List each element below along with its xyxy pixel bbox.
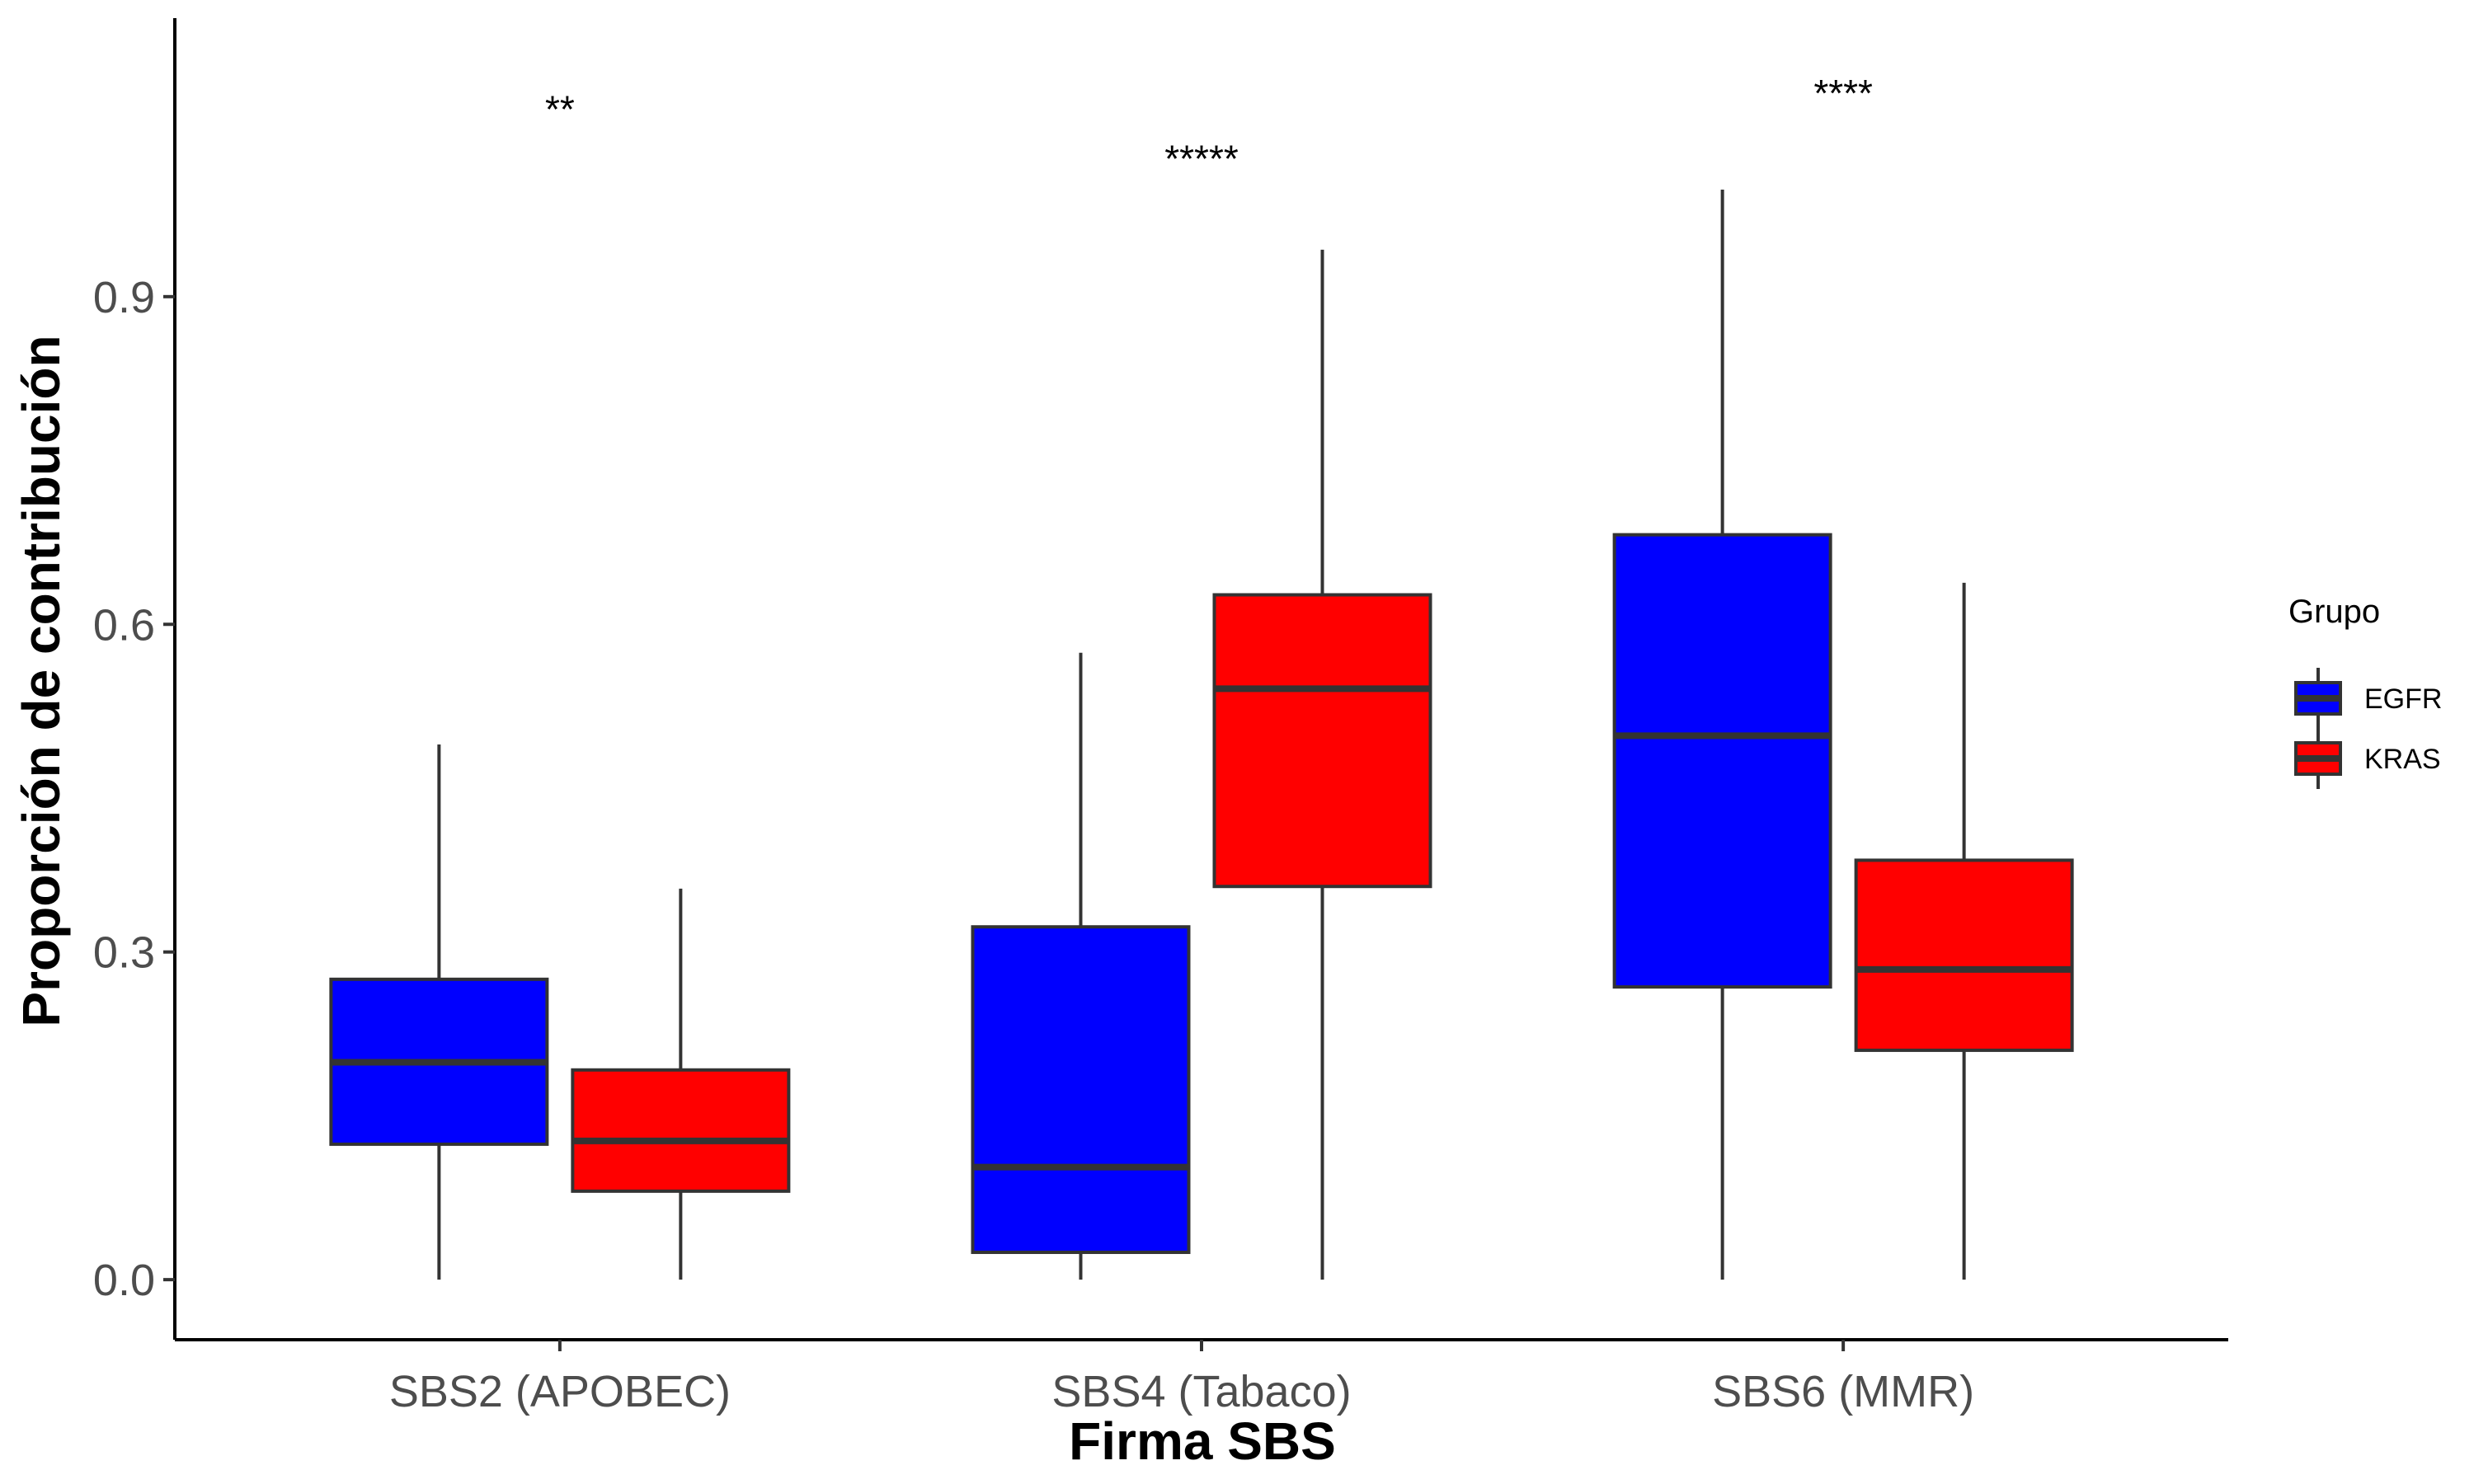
legend-item-kras: KRAS	[2294, 728, 2441, 789]
box-body	[1212, 593, 1432, 889]
significance-label: *****	[1164, 137, 1239, 180]
box-body	[571, 1068, 791, 1193]
x-axis-title: Firma SBS	[1069, 1411, 1336, 1471]
box-egfr-1	[329, 744, 549, 1280]
x-tick-label: SBS2 (APOBEC)	[389, 1367, 731, 1416]
box-kras-3	[1854, 582, 2074, 1280]
box-body	[971, 925, 1191, 1255]
box-egfr-3	[1612, 189, 1832, 1280]
box-kras-1	[571, 888, 791, 1280]
plot-area	[329, 189, 2074, 1280]
legend-label: KRAS	[2364, 744, 2441, 775]
significance-label: **	[545, 88, 575, 131]
significance-label: ****	[1813, 72, 1873, 115]
legend-title: Grupo	[2288, 594, 2380, 630]
x-axis: SBS2 (APOBEC) SBS4 (Tabaco) SBS6 (MMR)	[175, 1338, 2228, 1416]
y-tick-label: 0.0	[93, 1256, 155, 1305]
legend: Grupo EGFR KRAS	[2288, 594, 2442, 789]
y-axis-title: Proporción de contribución	[12, 335, 71, 1026]
box-body	[1854, 858, 2074, 1052]
x-tick-label: SBS6 (MMR)	[1712, 1367, 1974, 1416]
legend-item-egfr: EGFR	[2294, 668, 2442, 729]
y-tick-label: 0.6	[93, 600, 155, 650]
x-tick-label: SBS4 (Tabaco)	[1051, 1367, 1351, 1416]
y-tick-label: 0.3	[93, 928, 155, 978]
y-tick-label: 0.9	[93, 273, 155, 322]
box-body	[1612, 533, 1832, 989]
box-egfr-2	[971, 652, 1191, 1280]
box-kras-2	[1212, 249, 1432, 1280]
legend-label: EGFR	[2364, 683, 2442, 715]
significance-labels: ***********	[545, 72, 1873, 180]
y-axis: 0.0 0.3 0.6 0.9	[93, 18, 176, 1340]
